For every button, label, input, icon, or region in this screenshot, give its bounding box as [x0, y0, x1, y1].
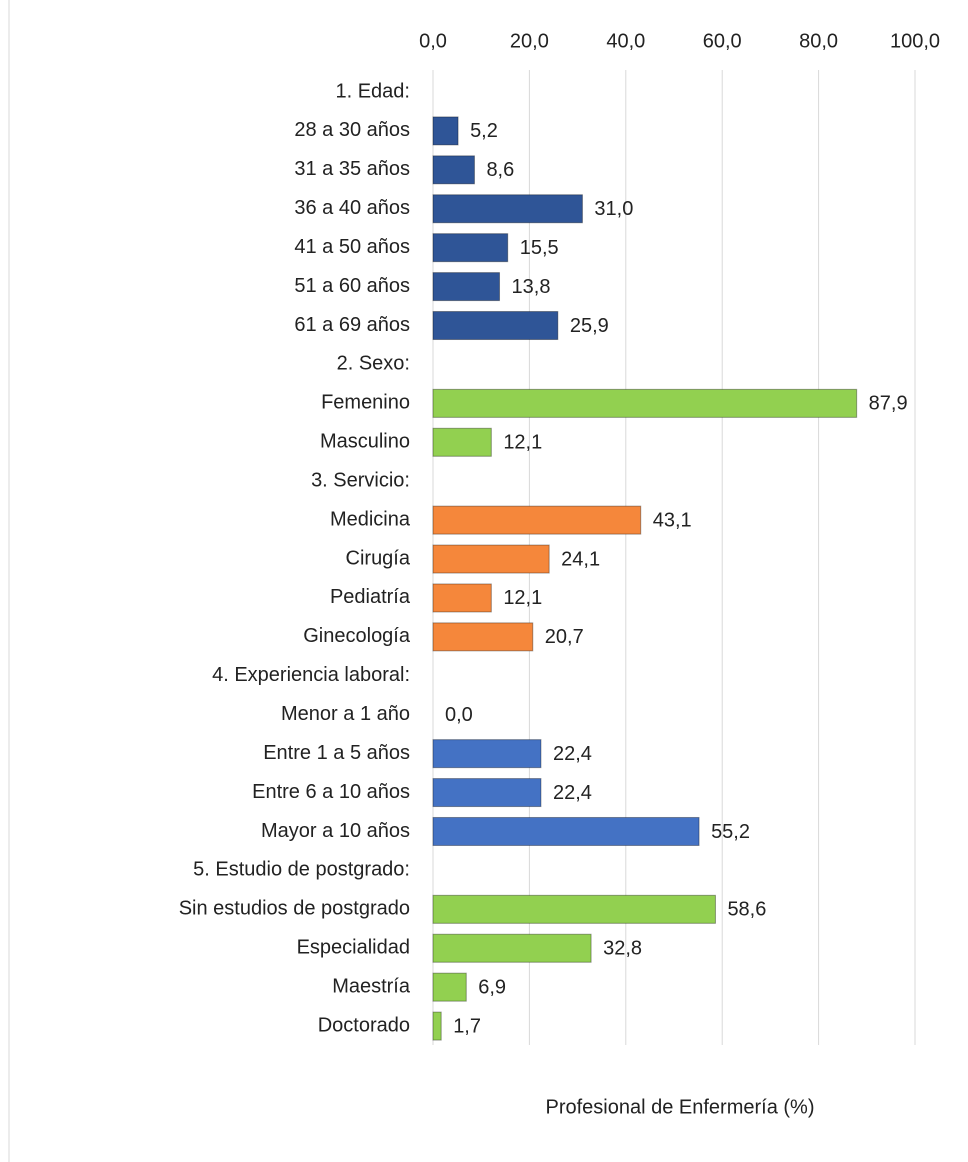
y-tick-label: 2. Sexo: [337, 353, 410, 375]
bar [432, 194, 583, 224]
bar [432, 739, 542, 769]
y-tick-label: 3. Servicio: [311, 469, 410, 491]
y-tick-label: 31 a 35 años [294, 158, 410, 180]
value-label: 58,6 [727, 899, 766, 921]
y-tick-label: Masculino [320, 431, 410, 453]
value-label: 0,0 [445, 704, 473, 726]
y-tick-label: Cirugía [346, 547, 411, 569]
value-label: 24,1 [561, 548, 600, 570]
y-tick-label: 36 a 40 años [294, 197, 410, 219]
x-tick-label: 100,0 [890, 30, 940, 52]
bar [432, 544, 550, 574]
bar [432, 816, 700, 846]
bar [432, 933, 592, 963]
y-tick-label: Sin estudios de postgrado [179, 898, 410, 920]
x-tick-label: 80,0 [799, 30, 838, 52]
value-label: 13,8 [512, 276, 551, 298]
value-label: 22,4 [553, 743, 592, 765]
bar [432, 894, 716, 924]
value-label: 32,8 [603, 938, 642, 960]
x-tick-label: 40,0 [606, 30, 645, 52]
y-tick-label: Entre 1 a 5 años [263, 742, 410, 764]
y-tick-label: Femenino [321, 392, 410, 414]
value-label: 12,1 [503, 587, 542, 609]
value-label: 87,9 [869, 393, 908, 415]
value-label: 43,1 [653, 509, 692, 531]
bar [432, 1011, 442, 1041]
value-label: 1,7 [453, 1015, 481, 1037]
value-label: 5,2 [470, 120, 498, 142]
value-label: 22,4 [553, 782, 592, 804]
bar [432, 233, 509, 263]
x-tick-label: 20,0 [510, 30, 549, 52]
value-label: 20,7 [545, 626, 584, 648]
y-tick-label: 51 a 60 años [294, 275, 410, 297]
value-label: 31,0 [594, 198, 633, 220]
value-label: 15,5 [520, 237, 559, 259]
y-tick-label: Menor a 1 año [281, 703, 410, 725]
bar [432, 388, 858, 418]
y-tick-label: 28 a 30 años [294, 119, 410, 141]
value-label: 25,9 [570, 315, 609, 337]
bar [432, 155, 475, 185]
y-tick-label: Maestría [332, 975, 411, 997]
y-tick-label: 1. Edad: [335, 80, 410, 102]
x-axis-title: Profesional de Enfermería (%) [545, 1096, 814, 1118]
y-tick-label: 61 a 69 años [294, 314, 410, 336]
bar [432, 116, 459, 146]
y-tick-label: 5. Estudio de postgrado: [193, 859, 410, 881]
y-tick-label: Entre 6 a 10 años [252, 781, 410, 803]
y-tick-label: Pediatría [330, 586, 411, 608]
y-tick-label: 4. Experiencia laboral: [212, 664, 410, 686]
bar [432, 427, 492, 457]
value-label: 55,2 [711, 821, 750, 843]
bar [432, 272, 501, 302]
y-tick-label: 41 a 50 años [294, 236, 410, 258]
value-label: 6,9 [478, 976, 506, 998]
x-tick-label: 0,0 [419, 30, 447, 52]
y-tick-label: Ginecología [303, 625, 411, 647]
value-label: 8,6 [486, 159, 514, 181]
bar [432, 583, 492, 613]
y-tick-label: Mayor a 10 años [261, 820, 410, 842]
x-tick-label: 60,0 [703, 30, 742, 52]
y-tick-label: Especialidad [297, 937, 410, 959]
y-tick-label: Medicina [330, 508, 411, 530]
bar [432, 778, 542, 808]
bar [432, 311, 559, 341]
bar [432, 505, 642, 535]
value-label: 12,1 [503, 432, 542, 454]
bar [432, 622, 534, 652]
y-tick-label: Doctorado [318, 1014, 410, 1036]
bar [432, 972, 467, 1002]
